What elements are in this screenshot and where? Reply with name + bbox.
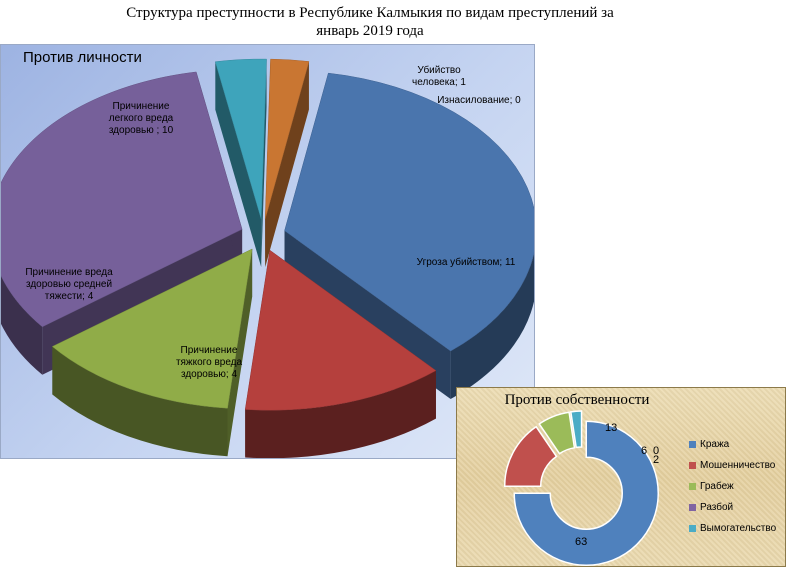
pie-slice-label-4: Убийство человека; 1 [412,65,466,88]
page-title: Структура преступности в Республике Калм… [126,5,614,39]
legend-item: Кража [689,434,776,455]
doughnut-slice-0 [513,420,659,566]
pie-slice-2 [51,248,253,409]
pie-slice-side-4 [215,59,267,268]
legend-swatch [689,483,696,490]
doughnut-label-3: 0 [653,445,660,457]
legend-swatch [689,462,696,469]
legend-swatch [689,525,696,532]
chart-title-property: Против собственности [504,392,650,408]
legend-item: Грабеж [689,476,776,497]
doughnut-label-4: 2 [653,454,660,466]
pie-chart-person-plot [1,58,534,458]
legend-item: Вымогательство [689,518,776,539]
legend: Кража Мошенничество Грабеж Разбой Вымогатель… [689,434,776,539]
legend-label: Вымогательство [700,523,777,534]
pie-slice-1 [244,249,437,411]
pie-chart-person: Против личности Угроза убийством; 11 Прич… [0,44,535,459]
pie-slice-0 [284,72,534,352]
pie-slice-5 [264,58,310,220]
doughnut-slice-2 [538,411,576,455]
pie-slice-label-1: Причинение тяжкого вреда здоровью; 4 [175,345,243,380]
legend-label: Кража [700,439,730,450]
doughnut-slice-1 [503,425,558,487]
doughnut-chart-property-plot [503,410,659,566]
doughnut-label-2: 6 [641,445,648,457]
doughnut-label-0: 63 [575,536,588,548]
doughnut-chart-property: Против собственности Кража Мошенничество Г… [456,387,786,567]
doughnut-label-1: 13 [605,422,618,434]
pie-slice-3 [1,71,243,328]
legend-swatch [689,441,696,448]
legend-item: Разбой [689,497,776,518]
pie-slice-label-3: Причинение легкого вреда здоровью ; 10 [108,101,174,136]
legend-swatch [689,504,696,511]
legend-item: Мошенничество [689,455,776,476]
legend-label: Разбой [700,502,734,513]
chart-title-person: Против личности [23,49,142,66]
pie-slice-label-0: Угроза убийством; 11 [416,257,516,268]
doughnut-slice-4 [569,410,583,449]
legend-label: Грабеж [700,481,734,492]
pie-slice-label-2: Причинение вреда здоровью средней тяжест… [25,267,113,302]
pie-slice-label-5: Изнасилование; 0 [437,95,521,106]
legend-label: Мошенничество [700,460,776,471]
pie-slice-4 [214,58,267,220]
